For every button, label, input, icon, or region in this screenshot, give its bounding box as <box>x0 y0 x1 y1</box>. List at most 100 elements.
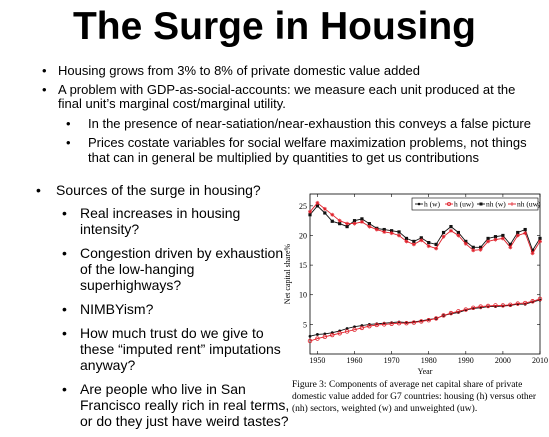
sources-item: Are people who live in San Francisco rea… <box>34 381 296 429</box>
x-tick-label: 1960 <box>347 356 363 365</box>
data-point <box>486 236 490 241</box>
legend-marker <box>417 202 421 206</box>
top-bullet-list: Housing grows from 3% to 8% of private d… <box>36 63 541 170</box>
data-point <box>419 319 424 324</box>
x-tick-label: 1980 <box>421 356 437 365</box>
data-point <box>389 231 394 236</box>
data-point <box>471 305 476 310</box>
data-point <box>486 239 491 244</box>
legend-marker <box>510 202 514 206</box>
data-point <box>412 239 416 244</box>
data-point <box>352 219 357 223</box>
x-axis-title: Year <box>418 367 433 376</box>
data-point <box>537 296 543 302</box>
sources-item: How much trust do we give to these “impu… <box>34 325 296 373</box>
data-point <box>322 206 327 211</box>
data-point <box>426 318 431 323</box>
series-line <box>309 298 541 342</box>
top-bullet-text: Housing grows from 3% to 8% of private d… <box>58 63 421 78</box>
legend-box <box>411 197 539 211</box>
data-point <box>308 209 312 214</box>
data-point <box>523 227 527 232</box>
data-point <box>389 321 394 326</box>
data-point <box>515 301 520 306</box>
slide-title: The Surge in Housing <box>72 5 476 48</box>
sources-heading: Sources of the surge in housing? <box>34 182 296 198</box>
data-point <box>508 242 512 246</box>
data-point <box>522 300 528 306</box>
data-point <box>308 334 312 338</box>
data-point <box>471 248 476 253</box>
sub-bullet-text: Prices costate variables for social welf… <box>88 135 527 165</box>
data-point <box>448 310 454 316</box>
data-point <box>323 211 327 215</box>
data-point <box>464 239 468 244</box>
legend-label: h (w) <box>424 200 441 209</box>
data-point <box>479 245 483 249</box>
data-point <box>404 236 409 241</box>
data-point <box>345 221 350 226</box>
legend-label: nh (w) <box>486 200 506 209</box>
data-point <box>323 332 327 336</box>
sources-item-text: Real increases in housing intensity? <box>80 205 241 237</box>
data-point <box>500 236 505 241</box>
data-point <box>419 238 424 243</box>
data-point <box>367 323 372 329</box>
data-point <box>359 325 365 331</box>
data-point <box>345 224 349 229</box>
series-line <box>309 202 541 255</box>
x-tick-label: 2000 <box>495 356 511 365</box>
data-point <box>374 227 379 232</box>
sources-bullet-list: Sources of the surge in housing? Real in… <box>34 182 296 437</box>
data-point <box>353 325 356 329</box>
data-point <box>434 246 439 251</box>
sources-item-text: Congestion driven by exhaustion of the l… <box>80 245 284 293</box>
data-point <box>367 224 372 229</box>
sources-heading-text: Sources of the surge in housing? <box>56 182 261 198</box>
data-point <box>508 245 513 250</box>
data-point <box>485 303 491 309</box>
sub-bullet-text: In the presence of near-satiation/near-e… <box>88 115 531 131</box>
top-bullet: Housing grows from 3% to 8% of private d… <box>36 63 541 79</box>
data-point <box>515 233 520 238</box>
data-point <box>330 212 335 217</box>
data-point <box>397 230 401 234</box>
sub-bullet: In the presence of near-satiation/near-e… <box>58 115 541 132</box>
data-point <box>427 240 431 245</box>
data-point <box>315 204 320 208</box>
data-point <box>508 302 513 308</box>
data-point <box>441 234 446 239</box>
data-point <box>344 329 350 334</box>
data-point <box>434 242 438 246</box>
data-point <box>352 221 357 226</box>
data-point <box>500 303 506 308</box>
data-point <box>501 233 505 238</box>
data-point <box>411 320 417 325</box>
data-point <box>463 241 468 246</box>
data-point <box>352 327 357 332</box>
sources-item-text: Are people who live in San Francisco rea… <box>80 381 290 429</box>
data-point <box>397 233 402 238</box>
data-point <box>530 251 535 256</box>
sources-item-text: How much trust do we give to these “impu… <box>80 325 281 373</box>
capital-share-chart: 1950 1960 1970 1980 1990 2000 2010 5 10 15 20 25 Yea… <box>282 184 549 379</box>
data-point <box>337 218 342 223</box>
data-point <box>381 322 387 327</box>
data-point <box>345 327 349 330</box>
x-tick-label: 1990 <box>458 356 474 365</box>
data-point <box>471 245 475 249</box>
data-point <box>315 336 320 341</box>
y-tick-label: 10 <box>299 291 307 300</box>
data-point <box>538 236 542 241</box>
data-point <box>516 230 520 235</box>
data-point <box>441 230 446 235</box>
data-point <box>382 229 387 234</box>
x-tick-label: 1950 <box>309 356 325 365</box>
x-tick-label: 2010 <box>532 356 548 365</box>
y-tick-label: 25 <box>299 202 307 211</box>
data-point <box>419 236 423 240</box>
data-point <box>367 222 371 226</box>
data-point <box>316 333 319 336</box>
y-axis-title: Net capital share% <box>283 243 292 304</box>
data-point <box>456 230 460 235</box>
